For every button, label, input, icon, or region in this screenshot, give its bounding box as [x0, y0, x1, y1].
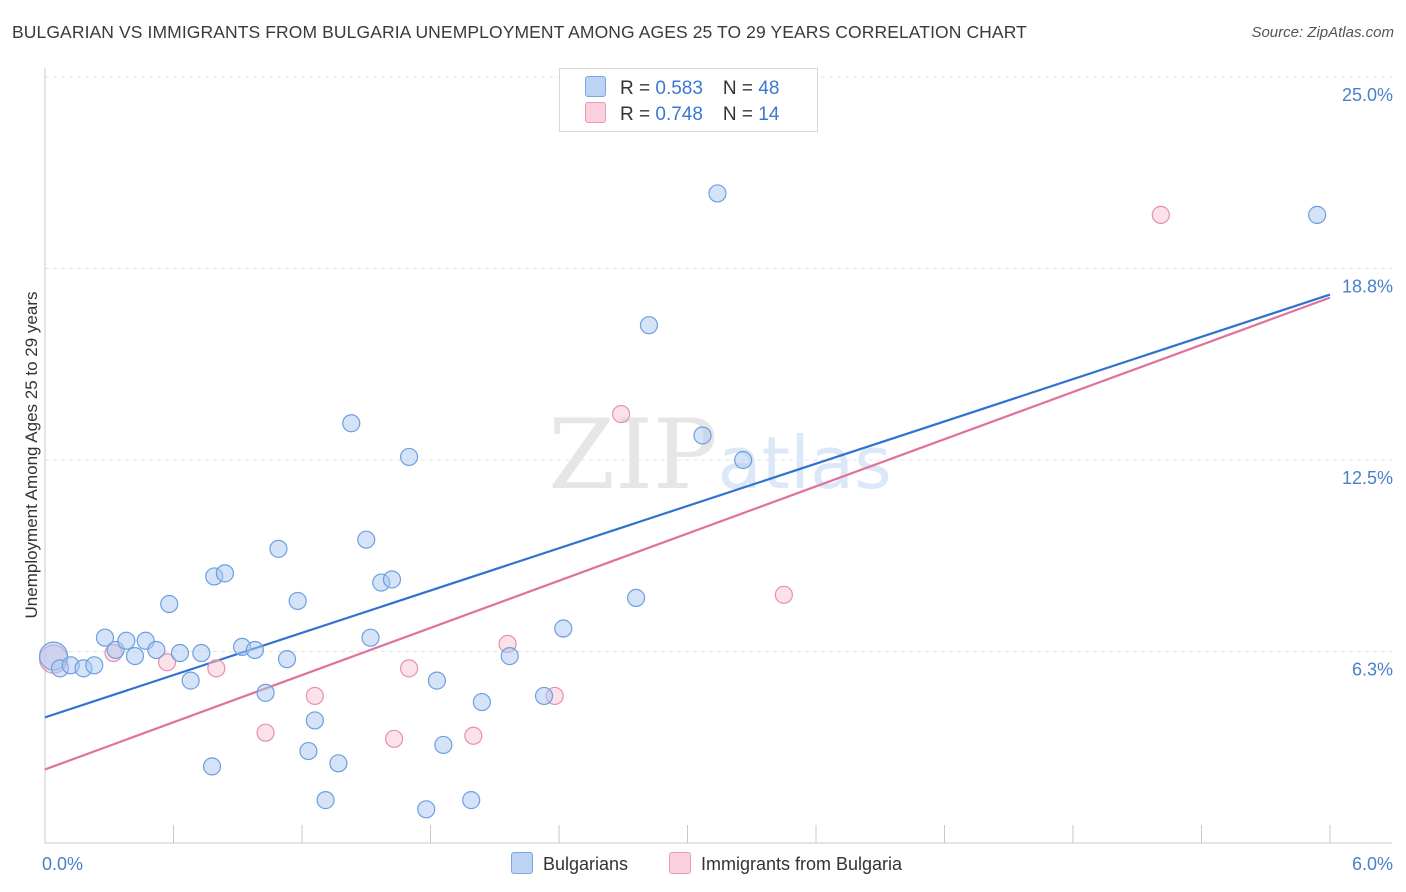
point-bulgarians: [427, 671, 447, 690]
y-tick-label: 6.3%: [1352, 660, 1393, 680]
legend-n-label: N =: [722, 104, 759, 125]
y-tick-label: 25.0%: [1342, 85, 1393, 105]
point-bulgarians: [316, 791, 335, 810]
correlation-legend: R = 0.583 N = 48 R = 0.748 N = 14: [559, 68, 818, 132]
legend-n-label: N =: [722, 78, 759, 99]
legend-row-immigrants: R = 0.748 N = 14: [585, 102, 779, 126]
legend-item-immigrants: Immigrants from Bulgaria: [669, 852, 902, 875]
point-bulgarians: [357, 530, 376, 549]
legend-r-label: R =: [620, 78, 656, 99]
point-bulgarians: [639, 316, 659, 335]
point-bulgarians: [734, 450, 753, 470]
point-bulgarians: [693, 426, 712, 445]
legend-item-bulgarians: Bulgarians: [511, 852, 628, 875]
point-bulgarians: [342, 414, 361, 433]
point-bulgarians: [462, 791, 481, 810]
point-bulgarians: [626, 588, 646, 607]
point-bulgarians: [472, 692, 491, 712]
legend-row-bulgarians: R = 0.583 N = 48: [585, 76, 779, 100]
point-immigrants: [464, 726, 483, 745]
trend-lines: [44, 293, 1331, 771]
legend-label: Bulgarians: [543, 854, 629, 874]
point-bulgarians: [305, 711, 324, 730]
point-bulgarians: [215, 564, 234, 583]
point-bulgarians: [170, 643, 190, 663]
point-bulgarians: [181, 671, 200, 690]
legend-swatch-pink: [585, 102, 606, 123]
tick-labels: 6.3% 12.5% 18.8% 25.0% 0.0% 6.0%: [42, 85, 1393, 874]
point-bulgarians: [361, 628, 380, 647]
trend-line-immigrants: [44, 296, 1331, 771]
point-immigrants: [612, 404, 631, 424]
point-immigrants: [256, 723, 275, 742]
point-bulgarians: [256, 683, 275, 702]
point-bulgarians: [269, 539, 288, 558]
axes: [44, 68, 1392, 844]
point-bulgarians: [85, 656, 104, 675]
point-bulgarians: [288, 591, 307, 611]
point-bulgarians: [147, 640, 166, 660]
legend-r-label: R =: [620, 104, 656, 125]
point-bulgarians: [245, 640, 264, 660]
point-bulgarians: [500, 646, 519, 666]
point-bulgarians: [277, 650, 297, 669]
point-bulgarians: [434, 735, 453, 755]
y-tick-label: 12.5%: [1342, 468, 1393, 488]
point-immigrants: [207, 659, 226, 678]
point-bulgarians: [160, 594, 179, 614]
chart-title: BULGARIAN VS IMMIGRANTS FROM BULGARIA UN…: [12, 22, 1027, 42]
legend-r-value: 0.583: [655, 78, 703, 99]
point-immigrants: [1151, 205, 1170, 224]
legend-label: Immigrants from Bulgaria: [701, 854, 903, 874]
source-label: Source: ZipAtlas.com: [1251, 24, 1394, 41]
point-bulgarians: [125, 646, 145, 666]
point-bulgarians: [417, 800, 436, 819]
point-immigrants: [774, 585, 793, 604]
data-points: [38, 184, 1327, 819]
legend-swatch-blue: [585, 76, 606, 97]
legend-swatch-pink: [669, 852, 691, 874]
legend-swatch-blue: [511, 852, 533, 874]
point-immigrants: [399, 659, 419, 678]
point-bulgarians: [192, 643, 211, 663]
point-immigrants: [305, 686, 324, 706]
point-bulgarians: [554, 619, 573, 638]
gridlines: [45, 76, 1392, 652]
point-bulgarians: [202, 757, 222, 776]
point-bulgarians: [299, 741, 318, 761]
legend-r-value: 0.748: [655, 104, 703, 125]
legend-n-value: 48: [758, 78, 780, 99]
point-bulgarians: [534, 686, 554, 706]
point-bulgarians: [708, 184, 727, 203]
point-bulgarians: [329, 754, 348, 773]
legend-n-value: 14: [758, 104, 780, 125]
x-tick-label: 6.0%: [1352, 854, 1393, 874]
point-bulgarians: [1308, 205, 1327, 224]
x-tick-label: 0.0%: [42, 854, 83, 874]
point-bulgarians: [399, 447, 419, 467]
point-immigrants: [384, 729, 404, 748]
point-bulgarians: [117, 631, 136, 650]
point-bulgarians: [95, 628, 115, 647]
point-bulgarians: [382, 570, 402, 589]
y-tick-label: 18.8%: [1342, 277, 1393, 297]
point-immigrants: [157, 653, 177, 672]
